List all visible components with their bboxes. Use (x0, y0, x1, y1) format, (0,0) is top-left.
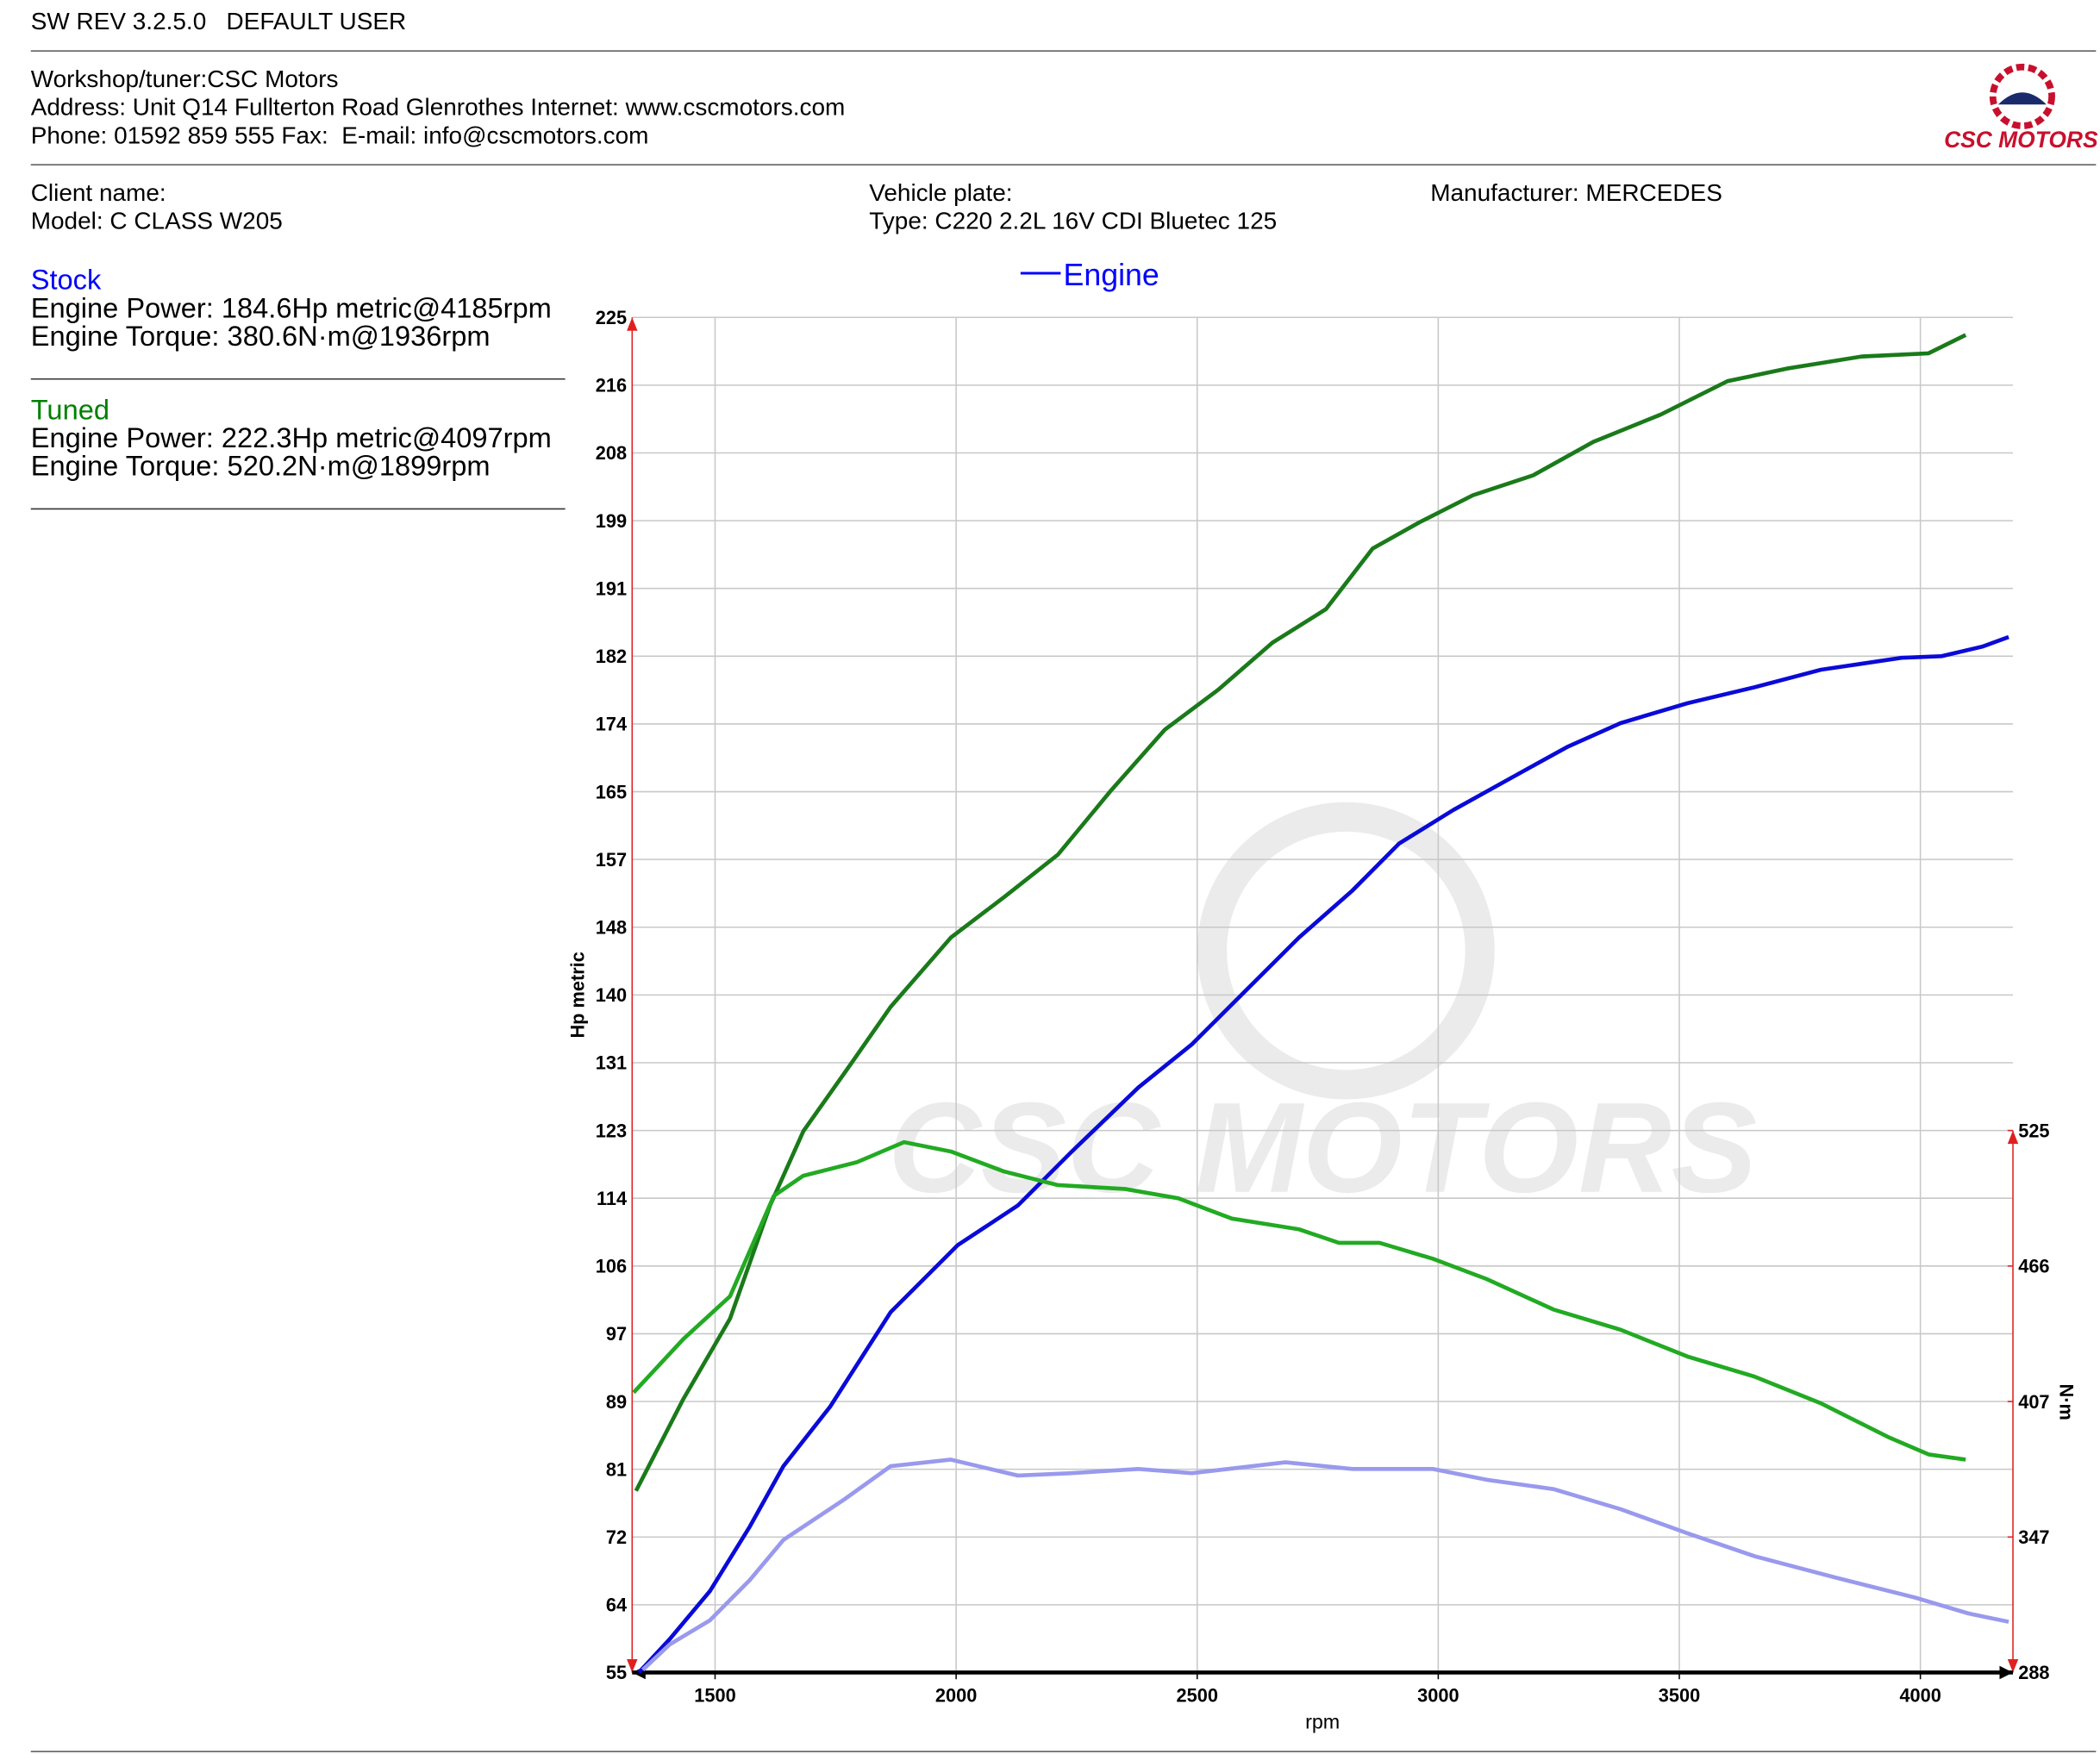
y-tick-label: 182 (596, 646, 627, 667)
y-tick-label: 81 (606, 1458, 627, 1480)
y-tick-label: 140 (596, 984, 627, 1006)
logo-car (1997, 92, 2047, 105)
plate: Vehicle plate: (869, 179, 1012, 206)
y-tick-label: 131 (596, 1052, 627, 1074)
logo-ring (1989, 63, 2055, 129)
y-tick-label: 148 (596, 917, 627, 939)
y-tick-label: 208 (596, 442, 627, 464)
legend-label: Engine (1064, 258, 1159, 292)
engine-power: Engine Power: 222.3Hp metric@4097rpm (31, 421, 552, 453)
x-tick-label: 2500 (1177, 1685, 1218, 1707)
y-tick-label: 114 (597, 1188, 627, 1209)
type: Type: C220 2.2L 16V CDI Bluetec 125 (869, 208, 1277, 234)
x-tick-label: 3000 (1417, 1685, 1459, 1707)
y2-tick-label: 288 (2018, 1662, 2049, 1683)
x-tick-label: 4000 (1899, 1685, 1941, 1707)
y2-tick-label: 407 (2018, 1391, 2049, 1413)
y-tick-label: 97 (606, 1323, 627, 1345)
client-name: Client name: (31, 179, 166, 206)
y-tick-label: 89 (606, 1391, 627, 1413)
software-version: SW REV 3.2.5.0 DEFAULT USER (31, 8, 406, 34)
y2-axis-label: N·m (2055, 1384, 2077, 1420)
address: Address: Unit Q14 Fullterton Road Glenro… (31, 94, 846, 121)
y-tick-label: 64 (606, 1595, 627, 1616)
y2-tick-label: 347 (2018, 1526, 2049, 1548)
logo-text: CSC MOTORS (1944, 127, 2098, 153)
phone: Phone: 01592 859 555 Fax: E-mail: info@c… (31, 122, 649, 148)
y-tick-label: 157 (596, 849, 627, 871)
y-tick-label: 55 (606, 1662, 627, 1683)
y2-tick-label: 466 (2018, 1256, 2049, 1277)
x-axis-label: rpm (1305, 1711, 1340, 1733)
y-tick-label: 106 (596, 1256, 627, 1277)
summary-title: Tuned (31, 393, 109, 425)
logo: CSC MOTORS (1944, 63, 2098, 153)
watermark: CSC MOTORS (888, 1076, 1757, 1220)
y2-tick-label: 525 (2018, 1120, 2049, 1141)
y-tick-label: 216 (596, 375, 627, 396)
model: Model: C CLASS W205 (31, 208, 283, 234)
y-tick-label: 165 (596, 781, 627, 802)
series-line (632, 1139, 1966, 1462)
series-line (637, 634, 2009, 1675)
manufacturer: Manufacturer: MERCEDES (1430, 179, 1722, 206)
x-tick-label: 3500 (1659, 1685, 1700, 1707)
x-tick-label: 1500 (694, 1685, 735, 1707)
y-tick-label: 174 (596, 714, 627, 735)
y-tick-label: 191 (596, 577, 627, 599)
chart: CSC MOTORS 55 64 72 81 89 97 106 114 123 131 140 148… (566, 258, 2077, 1733)
y-tick-label: 123 (596, 1120, 627, 1141)
x-tick-label: 2000 (935, 1685, 977, 1707)
engine-power: Engine Power: 184.6Hp metric@4185rpm (31, 291, 552, 323)
y-tick-label: 225 (596, 307, 627, 328)
summary-title: Stock (31, 264, 102, 296)
workshop: Workshop/tuner:CSC Motors (31, 66, 339, 92)
engine-torque: Engine Torque: 380.6N·m@1936rpm (31, 320, 491, 352)
y-tick-label: 72 (606, 1526, 627, 1548)
engine-torque: Engine Torque: 520.2N·m@1899rpm (31, 450, 491, 482)
y-tick-label: 199 (596, 510, 627, 532)
series-line (634, 333, 1967, 1492)
watermark-logo (1197, 802, 1495, 1100)
series-line (641, 1458, 2009, 1672)
y-axis-label: Hp metric (566, 952, 588, 1038)
